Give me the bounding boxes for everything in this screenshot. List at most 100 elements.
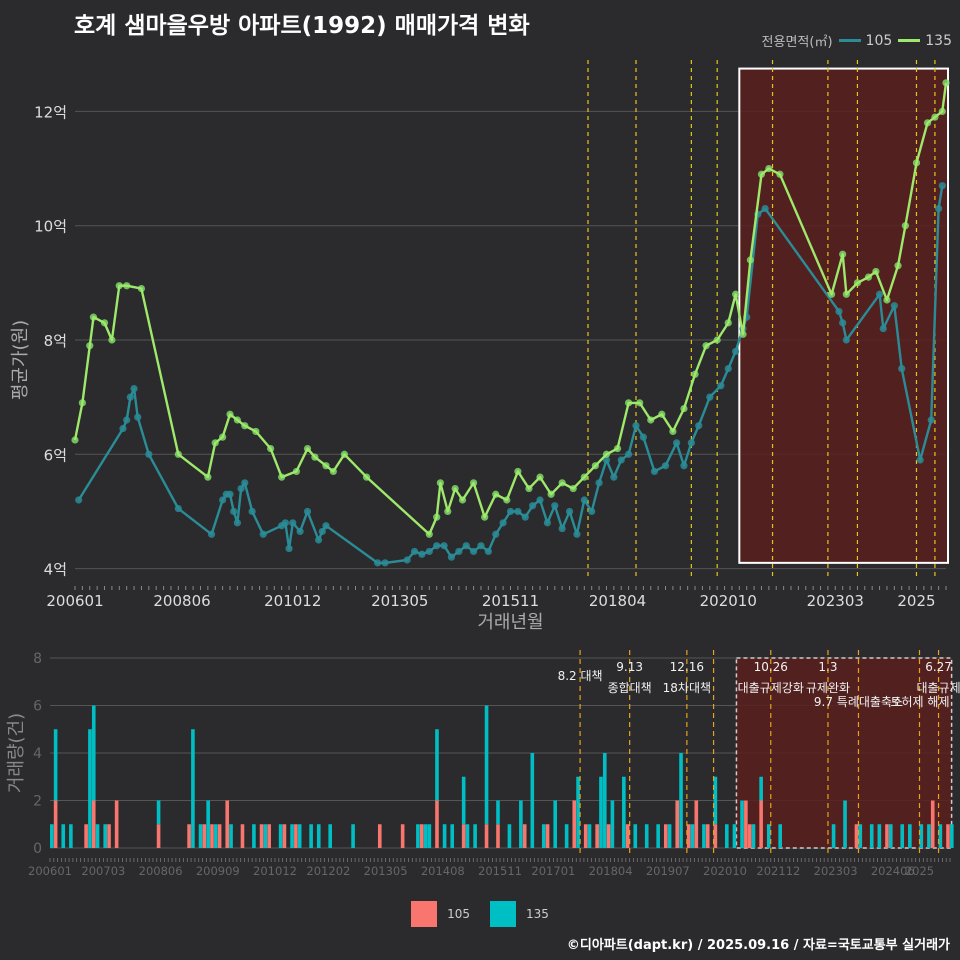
volume-xtick-label-0: 200601	[28, 864, 72, 878]
volume-bar-105-15	[294, 824, 298, 848]
volume-bar-135-52	[702, 824, 706, 848]
volume-bar-135-61	[831, 824, 836, 848]
volume-bar-135-33	[496, 800, 500, 825]
volume-bar-135-19	[309, 824, 313, 848]
volume-y-axis-title: 거래량(건)	[6, 713, 27, 793]
volume-bar-135-18	[297, 824, 302, 848]
volume-ytick-label-2: 4	[33, 746, 42, 762]
volume-bar-105-27	[595, 824, 599, 848]
area-legend: 전용면적(㎡) 105 135	[761, 31, 952, 51]
volume-bar-135-25	[427, 824, 432, 848]
volume-bar-105-31	[675, 800, 680, 848]
volume-xtick-label-9: 201701	[531, 864, 575, 878]
volume-bar-135-55	[732, 824, 737, 848]
legend-title: 전용면적(㎡)	[761, 35, 833, 50]
volume-bar-135-1	[53, 729, 58, 801]
volume-bar-135-58	[759, 776, 763, 801]
price-x-axis-title: 거래년월	[477, 612, 543, 633]
volume-bar-135-6	[95, 824, 100, 848]
volume-bar-135-62	[843, 800, 847, 848]
volume-bar-105-8	[210, 824, 214, 848]
volume-bar-135-26	[435, 729, 439, 801]
price-xtick-label-7: 202303	[807, 592, 864, 610]
volume-bar-135-65	[877, 824, 882, 848]
volume-bar-135-10	[198, 824, 203, 848]
volume-xtick-label-14: 202303	[814, 864, 858, 878]
volume-bar-135-7	[103, 824, 107, 848]
price-ytick-label-0: 4억	[44, 561, 67, 579]
volume-bar-135-17	[290, 824, 294, 848]
volume-bar-135-37	[541, 824, 546, 848]
volume-bar-135-68	[908, 824, 912, 848]
volume-bar-135-15	[263, 824, 268, 848]
volume-bar-135-67	[900, 824, 905, 848]
volume-bar-135-49	[667, 824, 672, 848]
policy-label-5-b: 규제완화	[806, 681, 850, 695]
policy-label-5-a: 1.3	[818, 660, 837, 674]
policy-label-8-b: 대출규제	[916, 681, 960, 695]
legend-item-105: 105	[838, 33, 892, 49]
legend-line-105	[838, 39, 861, 42]
price-ytick-label-1: 6억	[44, 446, 67, 464]
volume-bar-105-18	[419, 824, 424, 848]
price-xtick-label-2: 201012	[264, 592, 321, 610]
volume-bar-105-0	[53, 800, 58, 848]
price-xtick-label-6: 202010	[700, 592, 757, 610]
volume-bar-135-36	[530, 753, 535, 848]
volume-bar-105-35	[713, 824, 718, 848]
volume-bar-135-48	[656, 824, 660, 848]
volume-xtick-label-16: 2025	[905, 864, 934, 878]
volume-bar-135-23	[416, 824, 420, 848]
volume-ytick-label-3: 6	[33, 699, 42, 715]
volume-legend-item-135: 135	[490, 901, 549, 927]
price-xtick-label-3: 201305	[371, 592, 428, 610]
volume-bar-105-22	[496, 824, 500, 848]
volume-bar-135-71	[938, 824, 943, 848]
volume-bar-135-47	[644, 824, 649, 848]
price-xtick-label-0: 200601	[46, 592, 103, 610]
volume-bar-135-50	[679, 753, 683, 848]
volume-bar-135-70	[927, 824, 931, 848]
volume-legend-swatch-135	[490, 901, 516, 927]
price-xtick-label-8: 2025	[897, 592, 935, 610]
policy-label-6: 9.7 특례대출축소	[814, 695, 903, 709]
volume-bar-105-9	[217, 824, 222, 848]
volume-bar-135-53	[713, 776, 718, 825]
volume-bar-135-63	[858, 824, 863, 848]
volume-bar-135-13	[229, 824, 233, 848]
volume-legend-item-105: 105	[411, 901, 470, 927]
volume-bar-105-1	[84, 824, 88, 848]
volume-bar-105-2	[91, 800, 96, 848]
volume-bar-135-28	[450, 824, 455, 848]
volume-bar-135-4	[88, 729, 92, 848]
price-line-135	[73, 82, 948, 536]
volume-bar-105-28	[606, 824, 611, 848]
volume-bar-105-41	[930, 800, 935, 848]
volume-bar-105-20	[461, 824, 466, 848]
volume-bar-135-72	[950, 824, 954, 848]
volume-bar-135-20	[316, 824, 321, 848]
volume-xtick-label-2: 200806	[139, 864, 183, 878]
volume-bar-135-69	[919, 824, 924, 848]
volume-xtick-label-8: 201511	[478, 864, 522, 878]
volume-bar-135-34	[507, 824, 512, 848]
volume-bar-105-13	[267, 824, 271, 848]
volume-bar-105-10	[225, 800, 230, 848]
volume-bar-135-45	[622, 776, 626, 848]
volume-ytick-label-4: 8	[33, 651, 42, 667]
volume-legend-label-105: 105	[447, 907, 470, 921]
volume-bar-135-24	[423, 824, 428, 848]
volume-bar-105-24	[545, 824, 550, 848]
volume-bar-135-5	[91, 705, 96, 801]
volume-bar-105-26	[583, 824, 588, 848]
volume-bar-105-4	[114, 800, 119, 848]
volume-bar-105-40	[885, 824, 889, 848]
volume-ytick-label-1: 2	[33, 794, 42, 810]
volume-bar-135-57	[751, 824, 756, 848]
volume-bar-105-33	[694, 800, 699, 848]
volume-xtick-label-6: 201305	[364, 864, 408, 878]
volume-legend-label-135: 135	[526, 907, 549, 921]
volume-xtick-label-15: 202406	[871, 864, 915, 878]
chart-title: 호계 샘마을우방 아파트(1992) 매매가격 변화	[74, 13, 530, 39]
